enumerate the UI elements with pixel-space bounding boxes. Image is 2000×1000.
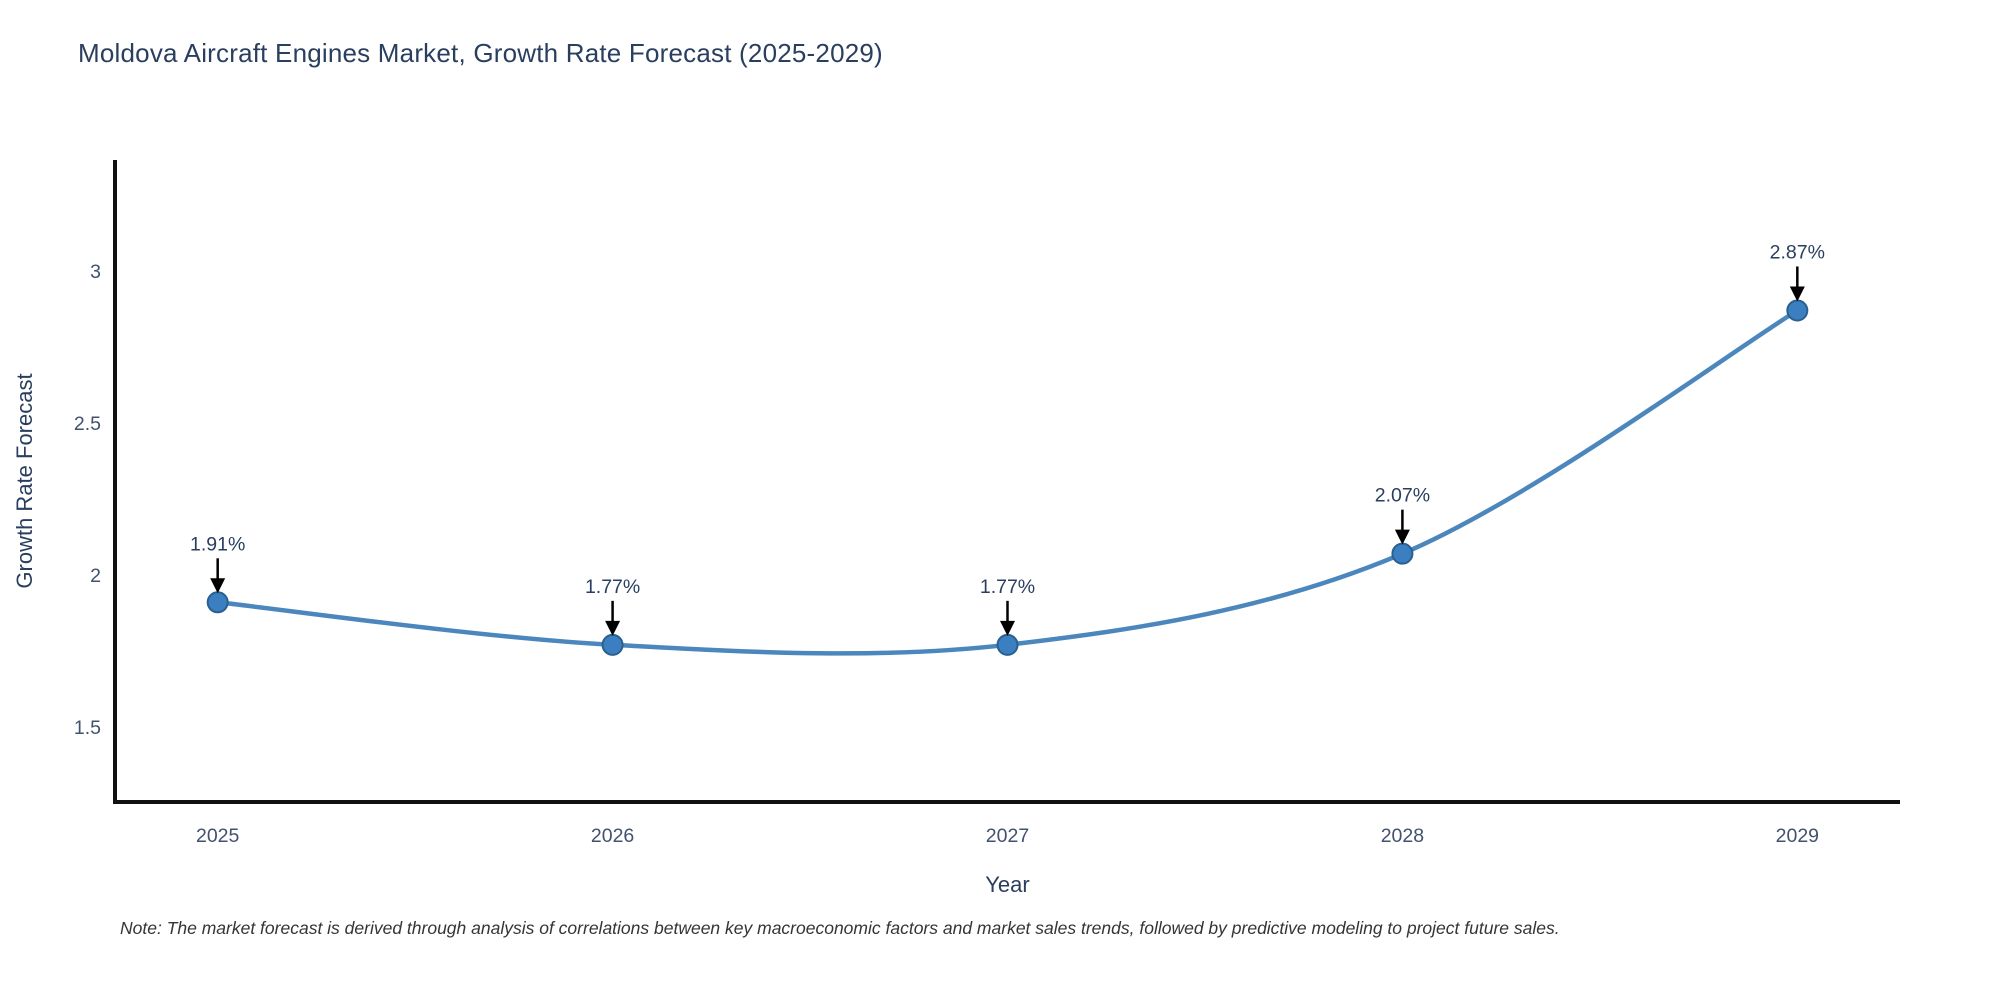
y-tick-labels: 1.5 2 2.5 3: [74, 261, 101, 739]
chart-title: Moldova Aircraft Engines Market, Growth …: [78, 38, 883, 68]
annotations-group: 1.91% 1.77% 1.77% 2.07% 2.87%: [190, 241, 1825, 636]
annotation-arrowhead: [210, 578, 226, 594]
axis-titles: Year Growth Rate Forecast: [12, 373, 1030, 897]
annotation-arrowhead: [605, 620, 621, 636]
y-tick-label: 2.5: [74, 413, 101, 435]
point-annotation-label: 2.07%: [1375, 485, 1430, 507]
x-tick-label: 2025: [196, 825, 240, 847]
x-tick-label: 2027: [986, 825, 1029, 847]
x-tick-label: 2028: [1381, 825, 1424, 847]
axes: [113, 160, 1900, 804]
data-point-marker[interactable]: [206, 591, 229, 614]
point-annotation-label: 1.77%: [585, 576, 640, 598]
point-annotation-label: 1.77%: [980, 576, 1035, 598]
y-tick-label: 1.5: [74, 717, 101, 739]
x-tick-label: 2026: [591, 825, 634, 847]
data-point-marker[interactable]: [996, 633, 1019, 656]
x-tick-labels: 2025 2026 2027 2028 2029: [196, 825, 1819, 847]
series-group: [206, 299, 1809, 656]
point-annotation-label: 1.91%: [190, 533, 245, 555]
chart-note: Note: The market forecast is derived thr…: [120, 918, 1560, 938]
annotation-arrowhead: [1000, 620, 1015, 636]
point-annotation-label: 2.87%: [1770, 241, 1825, 263]
data-point-marker[interactable]: [601, 633, 624, 656]
x-axis-title: Year: [985, 872, 1029, 897]
x-tick-label: 2029: [1776, 825, 1819, 847]
y-tick-label: 2: [90, 565, 101, 587]
data-point-marker[interactable]: [1391, 542, 1414, 565]
y-tick-label: 3: [90, 261, 101, 283]
data-point-marker[interactable]: [1786, 299, 1809, 322]
y-axis-title: Growth Rate Forecast: [12, 373, 37, 588]
annotation-arrowhead: [1789, 286, 1805, 302]
annotation-arrowhead: [1394, 529, 1410, 545]
